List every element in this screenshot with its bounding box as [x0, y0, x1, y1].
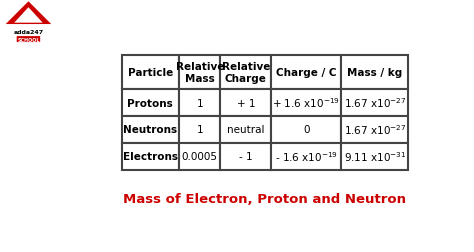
Bar — [271, 90, 341, 116]
Bar — [220, 90, 271, 116]
Text: Relative
Charge: Relative Charge — [222, 62, 270, 83]
Text: + 1: + 1 — [237, 98, 255, 108]
Bar — [122, 116, 179, 143]
Bar — [179, 116, 220, 143]
Text: Electrons: Electrons — [123, 152, 178, 162]
Bar — [179, 55, 220, 90]
Bar — [220, 116, 271, 143]
Text: Neutrons: Neutrons — [123, 125, 177, 135]
Text: + 1.6 x10$^{-19}$: + 1.6 x10$^{-19}$ — [273, 96, 340, 110]
Bar — [122, 143, 179, 170]
Bar — [271, 143, 341, 170]
Bar — [341, 143, 408, 170]
Text: Charge / C: Charge / C — [276, 68, 337, 78]
Text: 1: 1 — [196, 98, 203, 108]
Polygon shape — [14, 8, 43, 24]
Text: Relative
Mass: Relative Mass — [175, 62, 224, 83]
Bar — [271, 116, 341, 143]
Text: adda247: adda247 — [13, 30, 44, 35]
Text: Mass / kg: Mass / kg — [347, 68, 402, 78]
Text: 0.0005: 0.0005 — [182, 152, 218, 162]
Polygon shape — [6, 2, 51, 25]
Text: SCHOOL: SCHOOL — [17, 38, 40, 42]
Bar — [341, 116, 408, 143]
Text: Mass of Electron, Proton and Neutron: Mass of Electron, Proton and Neutron — [123, 192, 407, 205]
Text: neutral: neutral — [227, 125, 264, 135]
Text: Protons: Protons — [128, 98, 173, 108]
Bar — [220, 143, 271, 170]
Text: 0: 0 — [303, 125, 310, 135]
Text: Particle: Particle — [128, 68, 173, 78]
Bar — [341, 55, 408, 90]
Text: - 1.6 x10$^{-19}$: - 1.6 x10$^{-19}$ — [275, 150, 338, 164]
Text: 9.11 x10$^{-31}$: 9.11 x10$^{-31}$ — [344, 150, 406, 164]
Bar — [122, 55, 179, 90]
Bar — [341, 90, 408, 116]
Bar — [220, 55, 271, 90]
Bar — [179, 90, 220, 116]
Text: 1: 1 — [196, 125, 203, 135]
Text: - 1: - 1 — [239, 152, 253, 162]
Bar — [179, 143, 220, 170]
Text: 1.67 x10$^{-27}$: 1.67 x10$^{-27}$ — [344, 96, 406, 110]
Text: 1.67 x10$^{-27}$: 1.67 x10$^{-27}$ — [344, 123, 406, 137]
Bar — [122, 90, 179, 116]
Bar — [271, 55, 341, 90]
